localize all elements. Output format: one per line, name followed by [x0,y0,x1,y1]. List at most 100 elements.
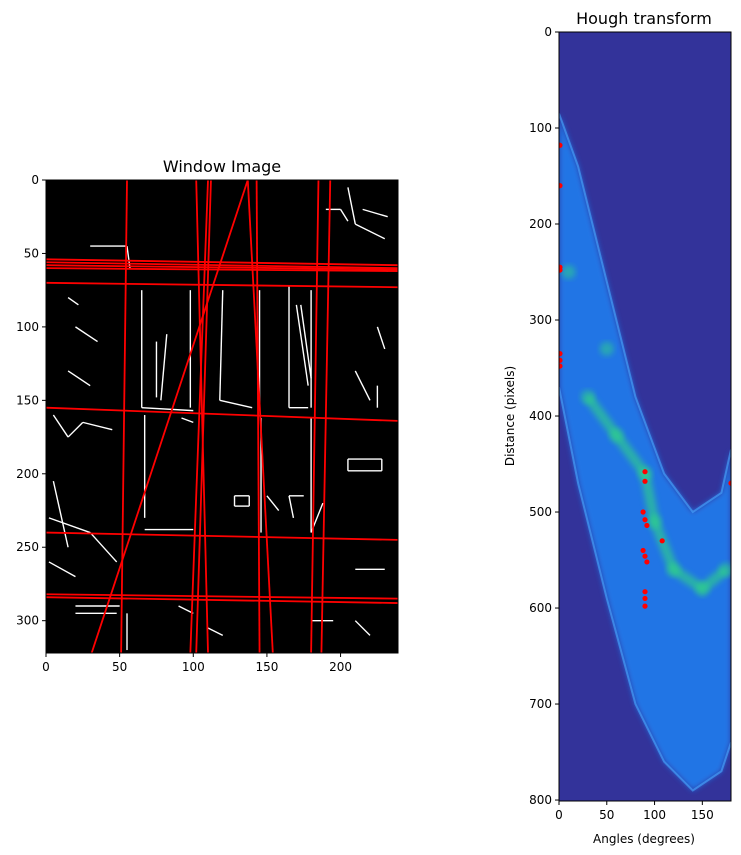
accumulator-hotspot [695,581,710,596]
detected-line [310,180,320,653]
y-tick-label: 200 [16,467,39,481]
x-tick-label: 150 [255,660,278,674]
hough-peak [559,363,563,369]
detected-line [320,180,332,653]
edge-segment [354,620,371,636]
hough-peak [559,357,563,363]
y-tick-label: 100 [16,320,39,334]
edge-segment [295,304,309,386]
hough-peak [644,559,650,565]
edge-segment [266,495,280,511]
x-tick-label: 0 [555,808,563,822]
y-tick-label: 300 [16,614,39,628]
accumulator-hotspot [647,514,662,529]
detected-line [189,180,209,653]
hough-panel: Hough transform 0 50 100 150 0 100 200 300 400 5… [503,9,732,846]
detected-line [246,180,274,653]
x-tick-label: 150 [691,808,714,822]
accumulator-band [559,113,731,791]
detected-line [255,180,261,653]
hough-x-ticks: 0 50 100 150 [555,801,714,822]
detected-line [46,281,398,289]
x-tick-label: 0 [42,660,50,674]
accumulator-hotspot [719,562,731,577]
y-tick-label: 400 [529,409,552,423]
y-tick-label: 200 [529,217,552,231]
edge-segment [67,296,79,306]
hough-peak [642,469,648,475]
hough-y-axis-label: Distance (pixels) [503,366,517,466]
edge-segment [52,414,69,438]
y-tick-label: 150 [16,393,39,407]
window-image-panel: Window Image 0 50 100 150 200 0 50 100 150 200 25… [16,157,399,674]
edge-segment [67,370,91,387]
y-tick-label: 250 [16,540,39,554]
detected-line [46,258,398,267]
hough-peak [642,517,648,523]
edge-segment [89,532,118,563]
hough-y-ticks: 0 100 200 300 400 500 600 700 800 [529,25,559,807]
accumulator-hotspot [561,265,576,280]
hough-peak [559,142,563,148]
image-background [46,180,398,653]
edge-segment [48,517,91,534]
x-tick-label: 100 [643,808,666,822]
edge-segment [48,561,76,578]
detected-line [46,261,398,270]
y-tick-label: 0 [544,25,552,39]
edge-segment [300,304,312,379]
edge-segment [141,406,194,412]
y-tick-label: 500 [529,505,552,519]
detected-line [195,180,209,653]
detected-line [46,267,398,272]
edge-segment [52,480,69,548]
edge-segment [82,421,113,431]
edge-segment [75,326,98,343]
y-tick-label: 700 [529,697,552,711]
edge-segment [219,399,253,409]
edge-segment [207,627,224,636]
edge-segment [376,326,386,350]
band-lower-edge [559,387,731,792]
hough-peak [659,538,665,544]
hough-peak [640,509,646,515]
detected-line [195,180,212,653]
edge-segment [339,209,349,222]
y-tick-label: 50 [24,246,39,260]
detected-lines [46,180,398,653]
hough-peak [642,595,648,602]
hough-peak [642,603,648,609]
y-tick-label: 100 [529,121,552,135]
edge-segment [160,334,168,401]
hough-accumulator-band [559,113,731,792]
window-image-frame [45,179,399,654]
hough-peak [642,589,648,595]
detected-line [90,180,249,653]
edge-segment [354,223,386,240]
x-tick-label: 50 [599,808,614,822]
accumulator-hotspot [580,389,595,404]
edge-segment [178,605,194,614]
edge-segment [347,187,356,225]
hough-accumulator-highlights [561,265,731,596]
hough-peak [559,351,563,357]
detected-line [46,406,398,422]
detected-line [46,531,398,541]
x-tick-label: 50 [112,660,127,674]
edge-segment [288,495,295,518]
hough-title: Hough transform [576,9,712,28]
hough-peak [642,478,648,484]
accumulator-hotspot [599,341,614,356]
y-tick-label: 800 [529,793,552,807]
hough-peaks [559,142,731,609]
band-upper-edge [559,113,731,514]
x-tick-label: 100 [182,660,205,674]
hough-peak [640,547,646,554]
edge-segments [48,187,388,651]
detected-line [46,593,398,600]
hough-plot [559,32,731,801]
hough-peak [642,553,648,559]
x-tick-label: 200 [329,660,352,674]
edge-segment [181,417,194,424]
